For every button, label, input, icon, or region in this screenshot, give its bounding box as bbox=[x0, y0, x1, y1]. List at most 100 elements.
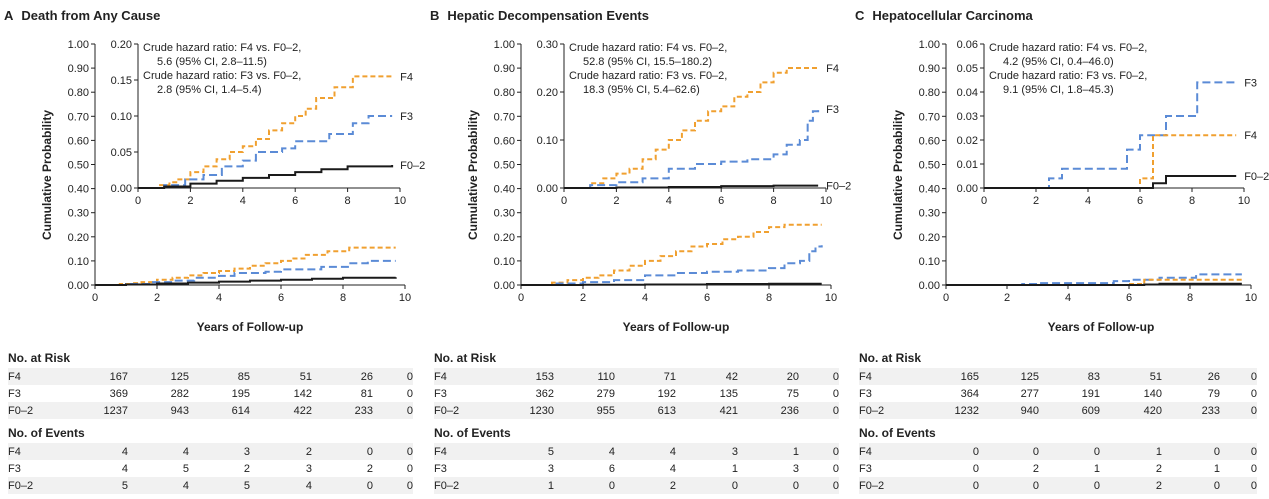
events-row: F4 5 4 4 3 1 0 bbox=[434, 443, 839, 460]
y-tick-label: 0.00 bbox=[494, 280, 515, 292]
cell-value: 71 bbox=[615, 368, 676, 385]
cell-value: 0 bbox=[799, 443, 839, 460]
cell-value: 4 bbox=[70, 443, 128, 460]
cell-value: 1237 bbox=[70, 402, 128, 419]
x-tick-label: 6 bbox=[704, 292, 710, 304]
cell-value: 2 bbox=[1032, 462, 1039, 475]
cell-value: 0 bbox=[406, 462, 413, 475]
cell-value: 0 bbox=[312, 443, 373, 460]
y-tick-label: 0.00 bbox=[919, 280, 940, 292]
row-label: F3 bbox=[859, 387, 872, 400]
y-tick-label: 0.70 bbox=[919, 111, 940, 123]
cell-value: 4 bbox=[250, 477, 312, 494]
x-tick-label: 2 bbox=[154, 292, 160, 304]
cell-value: 422 bbox=[250, 402, 312, 419]
cell-value: 0 bbox=[1039, 443, 1100, 460]
cell-value: 0 bbox=[373, 402, 413, 419]
cell-value: 0 bbox=[1162, 443, 1220, 460]
cell-value: 135 bbox=[719, 387, 738, 400]
inset-series-line-f3 bbox=[564, 108, 820, 189]
x-tick-label: 2 bbox=[580, 292, 586, 304]
series-line-f3 bbox=[95, 259, 396, 286]
hr-f3-ci: 2.8 (95% CI, 1.4–5.4) bbox=[157, 84, 262, 96]
inset-y-tick-label: 0.02 bbox=[957, 135, 978, 147]
panel-title: B Hepatic Decompensation Events bbox=[430, 8, 649, 23]
x-tick-label: 0 bbox=[943, 292, 949, 304]
x-tick-label: 2 bbox=[1004, 292, 1010, 304]
x-axis-label: Years of Follow-up bbox=[196, 320, 304, 334]
cell-value: 0 bbox=[921, 477, 979, 494]
cell-value: 0 bbox=[799, 477, 839, 494]
row-label: F0–2 bbox=[8, 402, 70, 419]
events-row: F0–2 1 0 2 0 0 0 bbox=[434, 477, 839, 494]
events-row: F0–2 5 4 5 4 0 0 bbox=[8, 477, 413, 494]
y-tick-label: 0.10 bbox=[68, 256, 89, 268]
panel-death-any-cause: A Death from Any Cause 0.00 0.10 0.20 0.30 0.… bbox=[0, 0, 425, 499]
hazard-annotation: Crude hazard ratio: F4 vs. F0–2, 4.2 (95… bbox=[989, 41, 1147, 97]
y-tick-label: 0.70 bbox=[68, 111, 89, 123]
events-header: No. of Events bbox=[434, 423, 839, 443]
x-tick-label: 0 bbox=[92, 292, 98, 304]
inset-x-tick-label: 8 bbox=[771, 195, 777, 207]
hazard-annotation: Crude hazard ratio: F4 vs. F0–2, 52.8 (9… bbox=[569, 41, 727, 97]
cell-value: 0 bbox=[979, 477, 1039, 494]
row-label: F3 bbox=[8, 387, 21, 400]
cell-value: 167 bbox=[70, 368, 128, 385]
risk-row: F0–2 1230 955 613 421 236 0 bbox=[434, 402, 839, 419]
hr-f3-label: Crude hazard ratio: F3 vs. F0–2, bbox=[143, 70, 302, 82]
cell-value: 165 bbox=[921, 368, 979, 385]
cell-value: 2 bbox=[243, 462, 250, 475]
hazard-annotation: Crude hazard ratio: F4 vs. F0–2, 5.6 (95… bbox=[143, 41, 301, 97]
row-label: F4 bbox=[8, 443, 70, 460]
cell-value: 0 bbox=[979, 443, 1039, 460]
cell-value: 191 bbox=[1081, 387, 1100, 400]
cell-value: 282 bbox=[170, 387, 189, 400]
row-label: F4 bbox=[434, 368, 496, 385]
risk-header: No. at Risk bbox=[8, 348, 413, 368]
cell-value: 0 bbox=[373, 477, 413, 494]
cell-value: 153 bbox=[496, 368, 554, 385]
cell-value: 0 bbox=[1250, 387, 1257, 400]
inset-y-tick-label: 0.10 bbox=[111, 111, 132, 123]
y-tick-label: 0.10 bbox=[919, 256, 940, 268]
x-tick-label: 10 bbox=[399, 292, 411, 304]
cell-value: 233 bbox=[312, 402, 373, 419]
y-tick-label: 0.30 bbox=[494, 208, 515, 220]
inset-series-line-f3 bbox=[984, 81, 1237, 189]
x-tick-label: 10 bbox=[825, 292, 837, 304]
inset-x-tick-label: 4 bbox=[1085, 195, 1091, 207]
inset-y-tick-label: 0.10 bbox=[537, 135, 558, 147]
row-label: F0–2 bbox=[434, 477, 496, 494]
x-tick-label: 0 bbox=[518, 292, 524, 304]
cell-value: 277 bbox=[1020, 387, 1039, 400]
hr-f3-ci: 9.1 (95% CI, 1.8–45.3) bbox=[1003, 84, 1114, 96]
x-axis-label: Years of Follow-up bbox=[1047, 320, 1155, 334]
cell-value: 0 bbox=[406, 387, 413, 400]
cell-value: 4 bbox=[669, 462, 676, 475]
inset-label-f4: F4 bbox=[826, 63, 839, 75]
risk-row: F3 364 277 191 140 79 0 bbox=[859, 385, 1257, 402]
risk-row: F3 362 279 192 135 75 0 bbox=[434, 385, 839, 402]
cell-value: 1 bbox=[496, 477, 554, 494]
row-label: F4 bbox=[859, 368, 921, 385]
cell-value: 0 bbox=[1220, 368, 1257, 385]
cell-value: 0 bbox=[1250, 462, 1257, 475]
cell-value: 0 bbox=[373, 443, 413, 460]
cell-value: 0 bbox=[676, 477, 738, 494]
y-tick-label: 0.60 bbox=[68, 135, 89, 147]
series-line-f02 bbox=[95, 276, 397, 286]
inset-y-tick-label: 0.00 bbox=[111, 183, 132, 195]
y-tick-label: 0.90 bbox=[494, 63, 515, 75]
cell-value: 362 bbox=[535, 387, 554, 400]
cell-value: 51 bbox=[1100, 368, 1162, 385]
events-row: F3 0 2 1 2 1 0 bbox=[859, 460, 1257, 477]
inset-y-tick-label: 0.20 bbox=[111, 39, 132, 51]
inset-x-tick-label: 6 bbox=[1137, 195, 1143, 207]
events-row: F4 0 0 0 1 0 0 bbox=[859, 443, 1257, 460]
cell-value: 140 bbox=[1143, 387, 1162, 400]
risk-table: No. at Risk F4 167 125 85 51 26 0 F3 369 282 195 142… bbox=[8, 348, 413, 494]
chart-svg: 0.00 0.10 0.20 0.30 0.40 0.50 0.60 0.70 0.80 0.90… bbox=[494, 39, 852, 304]
events-header-text: No. of Events bbox=[8, 426, 85, 440]
inset-y-tick-label: 0.20 bbox=[537, 87, 558, 99]
cell-value: 0 bbox=[1039, 477, 1100, 494]
